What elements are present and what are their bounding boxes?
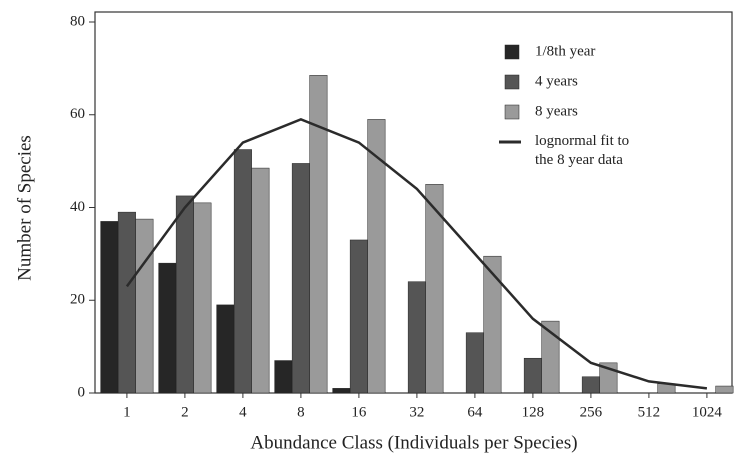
bar — [135, 218, 154, 394]
bar — [483, 255, 502, 394]
x-tick-label: 32 — [409, 404, 424, 420]
bar — [291, 163, 310, 394]
y-tick-label: 20 — [70, 292, 85, 308]
bar — [216, 304, 235, 394]
legend-label: lognormal fit to the 8 year data — [535, 133, 629, 168]
fit-line — [125, 118, 708, 390]
x-tick-label: 64 — [467, 404, 483, 420]
x-tick-label: 1024 — [692, 404, 723, 420]
y-tick-label: 60 — [70, 106, 85, 122]
bar — [581, 376, 600, 394]
bar — [715, 385, 734, 394]
legend-swatch — [504, 74, 520, 90]
bar — [407, 281, 426, 394]
x-tick-label: 512 — [638, 404, 661, 420]
bar — [193, 202, 212, 394]
y-axis-title: Number of Species — [14, 135, 35, 281]
x-tick-label: 8 — [297, 404, 305, 420]
x-tick-label: 16 — [351, 404, 367, 420]
legend-swatch — [504, 44, 520, 60]
bar — [465, 332, 484, 394]
bar — [309, 75, 328, 394]
y-tick-label: 0 — [78, 384, 86, 400]
bar — [523, 357, 542, 394]
y-tick-label: 40 — [70, 199, 85, 215]
bar — [233, 149, 252, 394]
bar — [100, 221, 119, 394]
bar — [541, 320, 560, 394]
bar — [367, 119, 386, 394]
bar — [425, 184, 444, 394]
bar — [175, 195, 194, 394]
legend-swatch — [504, 104, 520, 120]
y-tick-label: 80 — [70, 13, 85, 29]
legend-label: 1/8th year — [535, 43, 595, 59]
x-tick-label: 2 — [181, 404, 189, 420]
x-tick-label: 4 — [239, 404, 247, 420]
x-axis-title: Abundance Class (Individuals per Species… — [250, 432, 577, 453]
bar — [274, 360, 293, 394]
legend-label: 4 years — [535, 73, 578, 89]
bar — [332, 388, 351, 394]
x-tick-label: 128 — [522, 404, 545, 420]
bar — [349, 239, 368, 394]
x-tick-label: 256 — [580, 404, 603, 420]
bar — [158, 262, 177, 394]
x-tick-label: 1 — [123, 404, 131, 420]
legend-label: 8 years — [535, 103, 578, 119]
bar — [251, 167, 270, 394]
bar — [117, 211, 136, 394]
